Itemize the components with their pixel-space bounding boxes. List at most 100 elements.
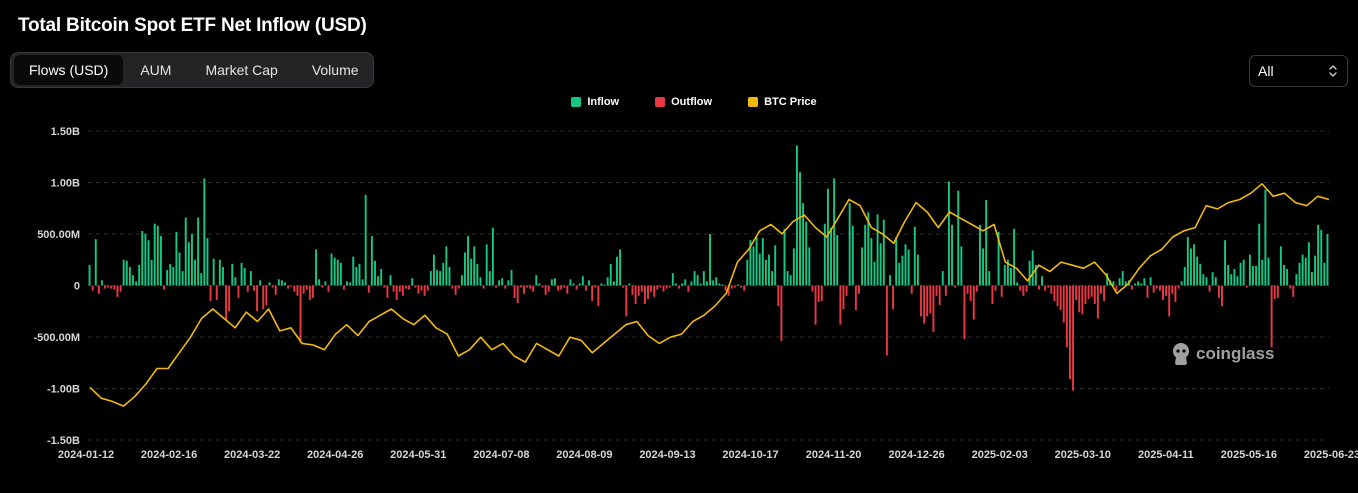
inflow-bar[interactable] [389, 275, 392, 286]
outflow-bar[interactable] [892, 285, 895, 310]
inflow-bar[interactable] [895, 237, 898, 286]
outflow-bar[interactable] [308, 285, 311, 300]
outflow-bar[interactable] [395, 285, 398, 300]
inflow-bar[interactable] [488, 271, 491, 286]
inflow-bar[interactable] [1205, 277, 1208, 286]
outflow-bar[interactable] [392, 285, 395, 292]
inflow-bar[interactable] [315, 249, 317, 286]
outflow-bar[interactable] [541, 285, 544, 288]
outflow-bar[interactable] [575, 285, 578, 290]
outflow-bar[interactable] [584, 285, 587, 291]
inflow-bar[interactable] [538, 283, 541, 286]
outflow-bar[interactable] [926, 285, 929, 317]
tab-flows[interactable]: Flows (USD) [14, 55, 124, 85]
inflow-bar[interactable] [436, 270, 438, 286]
inflow-bar[interactable] [578, 283, 581, 286]
inflow-bar[interactable] [1258, 223, 1261, 286]
outflow-bar[interactable] [519, 285, 522, 288]
inflow-bar[interactable] [172, 266, 175, 286]
inflow-bar[interactable] [1034, 264, 1037, 286]
inflow-bar[interactable] [1298, 262, 1301, 286]
inflow-bar[interactable] [960, 246, 963, 286]
inflow-bar[interactable] [1304, 257, 1307, 286]
outflow-bar[interactable] [529, 285, 532, 289]
inflow-bar[interactable] [1003, 264, 1006, 286]
outflow-bar[interactable] [1276, 285, 1279, 298]
inflow-bar[interactable] [138, 264, 141, 286]
outflow-bar[interactable] [932, 285, 935, 332]
outflow-bar[interactable] [740, 285, 743, 288]
outflow-bar[interactable] [1152, 285, 1155, 293]
inflow-bar[interactable] [1236, 276, 1239, 286]
inflow-bar[interactable] [774, 245, 777, 286]
inflow-bar[interactable] [429, 271, 432, 286]
inflow-bar[interactable] [1283, 264, 1285, 286]
outflow-bar[interactable] [401, 285, 404, 296]
inflow-bar[interactable] [277, 279, 280, 286]
outflow-bar[interactable] [1062, 285, 1065, 323]
outflow-bar[interactable] [386, 285, 389, 298]
inflow-bar[interactable] [864, 224, 867, 286]
inflow-bar[interactable] [786, 271, 789, 286]
outflow-bar[interactable] [1096, 285, 1099, 319]
inflow-bar[interactable] [1112, 281, 1115, 286]
inflow-bar[interactable] [889, 275, 891, 286]
outflow-bar[interactable] [296, 285, 299, 296]
outflow-bar[interactable] [1068, 285, 1071, 380]
inflow-bar[interactable] [1143, 278, 1146, 286]
outflow-bar[interactable] [653, 285, 656, 297]
inflow-bar[interactable] [125, 260, 128, 286]
outflow-bar[interactable] [650, 285, 653, 292]
outflow-bar[interactable] [91, 285, 94, 291]
inflow-bar[interactable] [1193, 244, 1195, 286]
inflow-bar[interactable] [411, 278, 414, 286]
outflow-bar[interactable] [457, 285, 460, 289]
inflow-bar[interactable] [684, 279, 687, 286]
inflow-bar[interactable] [1320, 229, 1323, 286]
outflow-bar[interactable] [526, 285, 528, 288]
inflow-bar[interactable] [181, 271, 184, 286]
inflow-bar[interactable] [1279, 246, 1282, 286]
inflow-bar[interactable] [808, 247, 811, 286]
outflow-bar[interactable] [516, 285, 519, 304]
inflow-bar[interactable] [473, 246, 476, 286]
inflow-bar[interactable] [882, 219, 885, 286]
outflow-bar[interactable] [547, 285, 550, 292]
outflow-bar[interactable] [885, 285, 888, 356]
inflow-bar[interactable] [957, 190, 960, 286]
outflow-bar[interactable] [107, 285, 110, 288]
inflow-bar[interactable] [693, 271, 696, 286]
outflow-bar[interactable] [1000, 285, 1003, 297]
inflow-bar[interactable] [916, 254, 919, 286]
inflow-bar[interactable] [699, 283, 702, 286]
outflow-bar[interactable] [426, 285, 429, 291]
inflow-bar[interactable] [352, 256, 355, 286]
inflow-bar[interactable] [789, 275, 792, 286]
inflow-bar[interactable] [374, 260, 376, 286]
inflow-bar[interactable] [1230, 274, 1233, 286]
inflow-bar[interactable] [550, 279, 553, 286]
inflow-bar[interactable] [144, 234, 147, 286]
inflow-bar[interactable] [1199, 263, 1202, 286]
inflow-bar[interactable] [1016, 282, 1019, 286]
outflow-bar[interactable] [1025, 285, 1028, 292]
inflow-bar[interactable] [1118, 278, 1121, 286]
inflow-bar[interactable] [696, 275, 699, 286]
inflow-bar[interactable] [1031, 250, 1034, 286]
outflow-bar[interactable] [622, 285, 625, 288]
outflow-bar[interactable] [566, 285, 569, 294]
inflow-bar[interactable] [470, 258, 473, 286]
outflow-bar[interactable] [727, 285, 730, 296]
outflow-bar[interactable] [1081, 285, 1084, 315]
outflow-bar[interactable] [814, 285, 817, 325]
inflow-bar[interactable] [476, 263, 479, 286]
outflow-bar[interactable] [975, 285, 978, 292]
outflow-bar[interactable] [1174, 285, 1177, 302]
inflow-bar[interactable] [1010, 267, 1012, 286]
outflow-bar[interactable] [302, 285, 305, 294]
outflow-bar[interactable] [910, 285, 913, 294]
outflow-bar[interactable] [1019, 285, 1022, 291]
inflow-bar[interactable] [979, 224, 981, 286]
outflow-bar[interactable] [1208, 285, 1211, 292]
